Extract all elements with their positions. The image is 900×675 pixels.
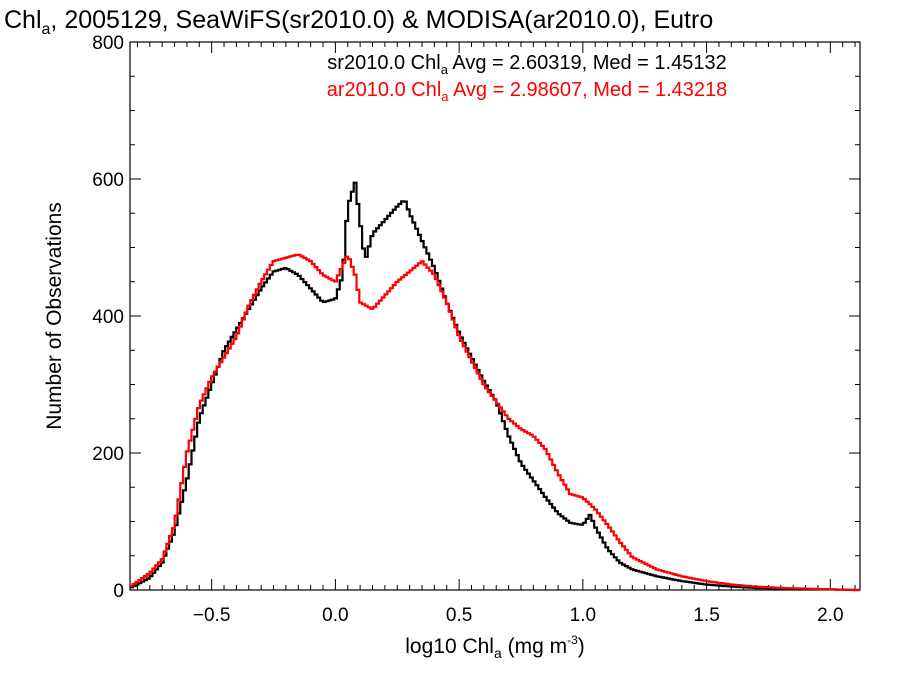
y-tick-label: 400 bbox=[92, 307, 124, 328]
y-tick-label: 0 bbox=[113, 581, 124, 602]
x-tick-label: 0.5 bbox=[446, 605, 472, 626]
y-tick-label: 600 bbox=[92, 170, 124, 191]
x-tick-label: −0.5 bbox=[193, 605, 231, 626]
histogram-line-series-2 bbox=[130, 253, 860, 592]
legend-line-series-2: ar2010.0 Chla Avg = 2.98607, Med = 1.432… bbox=[327, 79, 728, 104]
chart-title: Chla, 2005129, SeaWiFS(sr2010.0) & MODIS… bbox=[4, 6, 713, 38]
legend-line-series-1-main: sr2010.0 Chl bbox=[327, 52, 440, 74]
x-axis-label-main: log10 Chl bbox=[405, 635, 494, 658]
y-axis-label: Number of Observations bbox=[43, 202, 66, 430]
chart-title-main: Chl bbox=[4, 6, 42, 34]
y-tick-label: 200 bbox=[92, 444, 124, 465]
histogram-line-series-1 bbox=[130, 181, 860, 592]
x-axis-label-superscript: -3 bbox=[567, 633, 578, 647]
chart-title-rest: , 2005129, SeaWiFS(sr2010.0) & MODISA(ar… bbox=[50, 6, 713, 34]
histogram-series bbox=[130, 181, 860, 592]
x-tick-label: 2.0 bbox=[817, 605, 843, 626]
legend-line-series-1-subscript: a bbox=[441, 62, 449, 77]
x-axis-label-subscript: a bbox=[494, 645, 502, 661]
y-tick-label: 800 bbox=[92, 33, 124, 54]
plot-frame bbox=[129, 41, 861, 591]
chart-title-subscript: a bbox=[42, 21, 51, 38]
legend-line-series-1: sr2010.0 Chla Avg = 2.60319, Med = 1.451… bbox=[327, 52, 726, 77]
x-axis-label-close: ) bbox=[578, 635, 585, 658]
legend-line-series-2-main: ar2010.0 Chl bbox=[327, 79, 442, 101]
x-tick-label: 1.5 bbox=[693, 605, 719, 626]
x-tick-label: 0.0 bbox=[322, 605, 348, 626]
x-axis-label-rest: (mg m bbox=[502, 635, 567, 658]
legend-line-series-2-subscript: a bbox=[441, 89, 449, 104]
x-axis-label: log10 Chla (mg m-3) bbox=[405, 633, 585, 661]
x-axis: −0.5 0.0 0.5 1.0 1.5 2.0 bbox=[136, 42, 856, 626]
y-axis: 0 200 400 600 800 bbox=[92, 33, 860, 602]
legend-line-series-1-rest: Avg = 2.60319, Med = 1.45132 bbox=[448, 52, 727, 74]
x-tick-label: 1.0 bbox=[570, 605, 596, 626]
legend-line-series-2-rest: Avg = 2.98607, Med = 1.43218 bbox=[449, 79, 728, 101]
